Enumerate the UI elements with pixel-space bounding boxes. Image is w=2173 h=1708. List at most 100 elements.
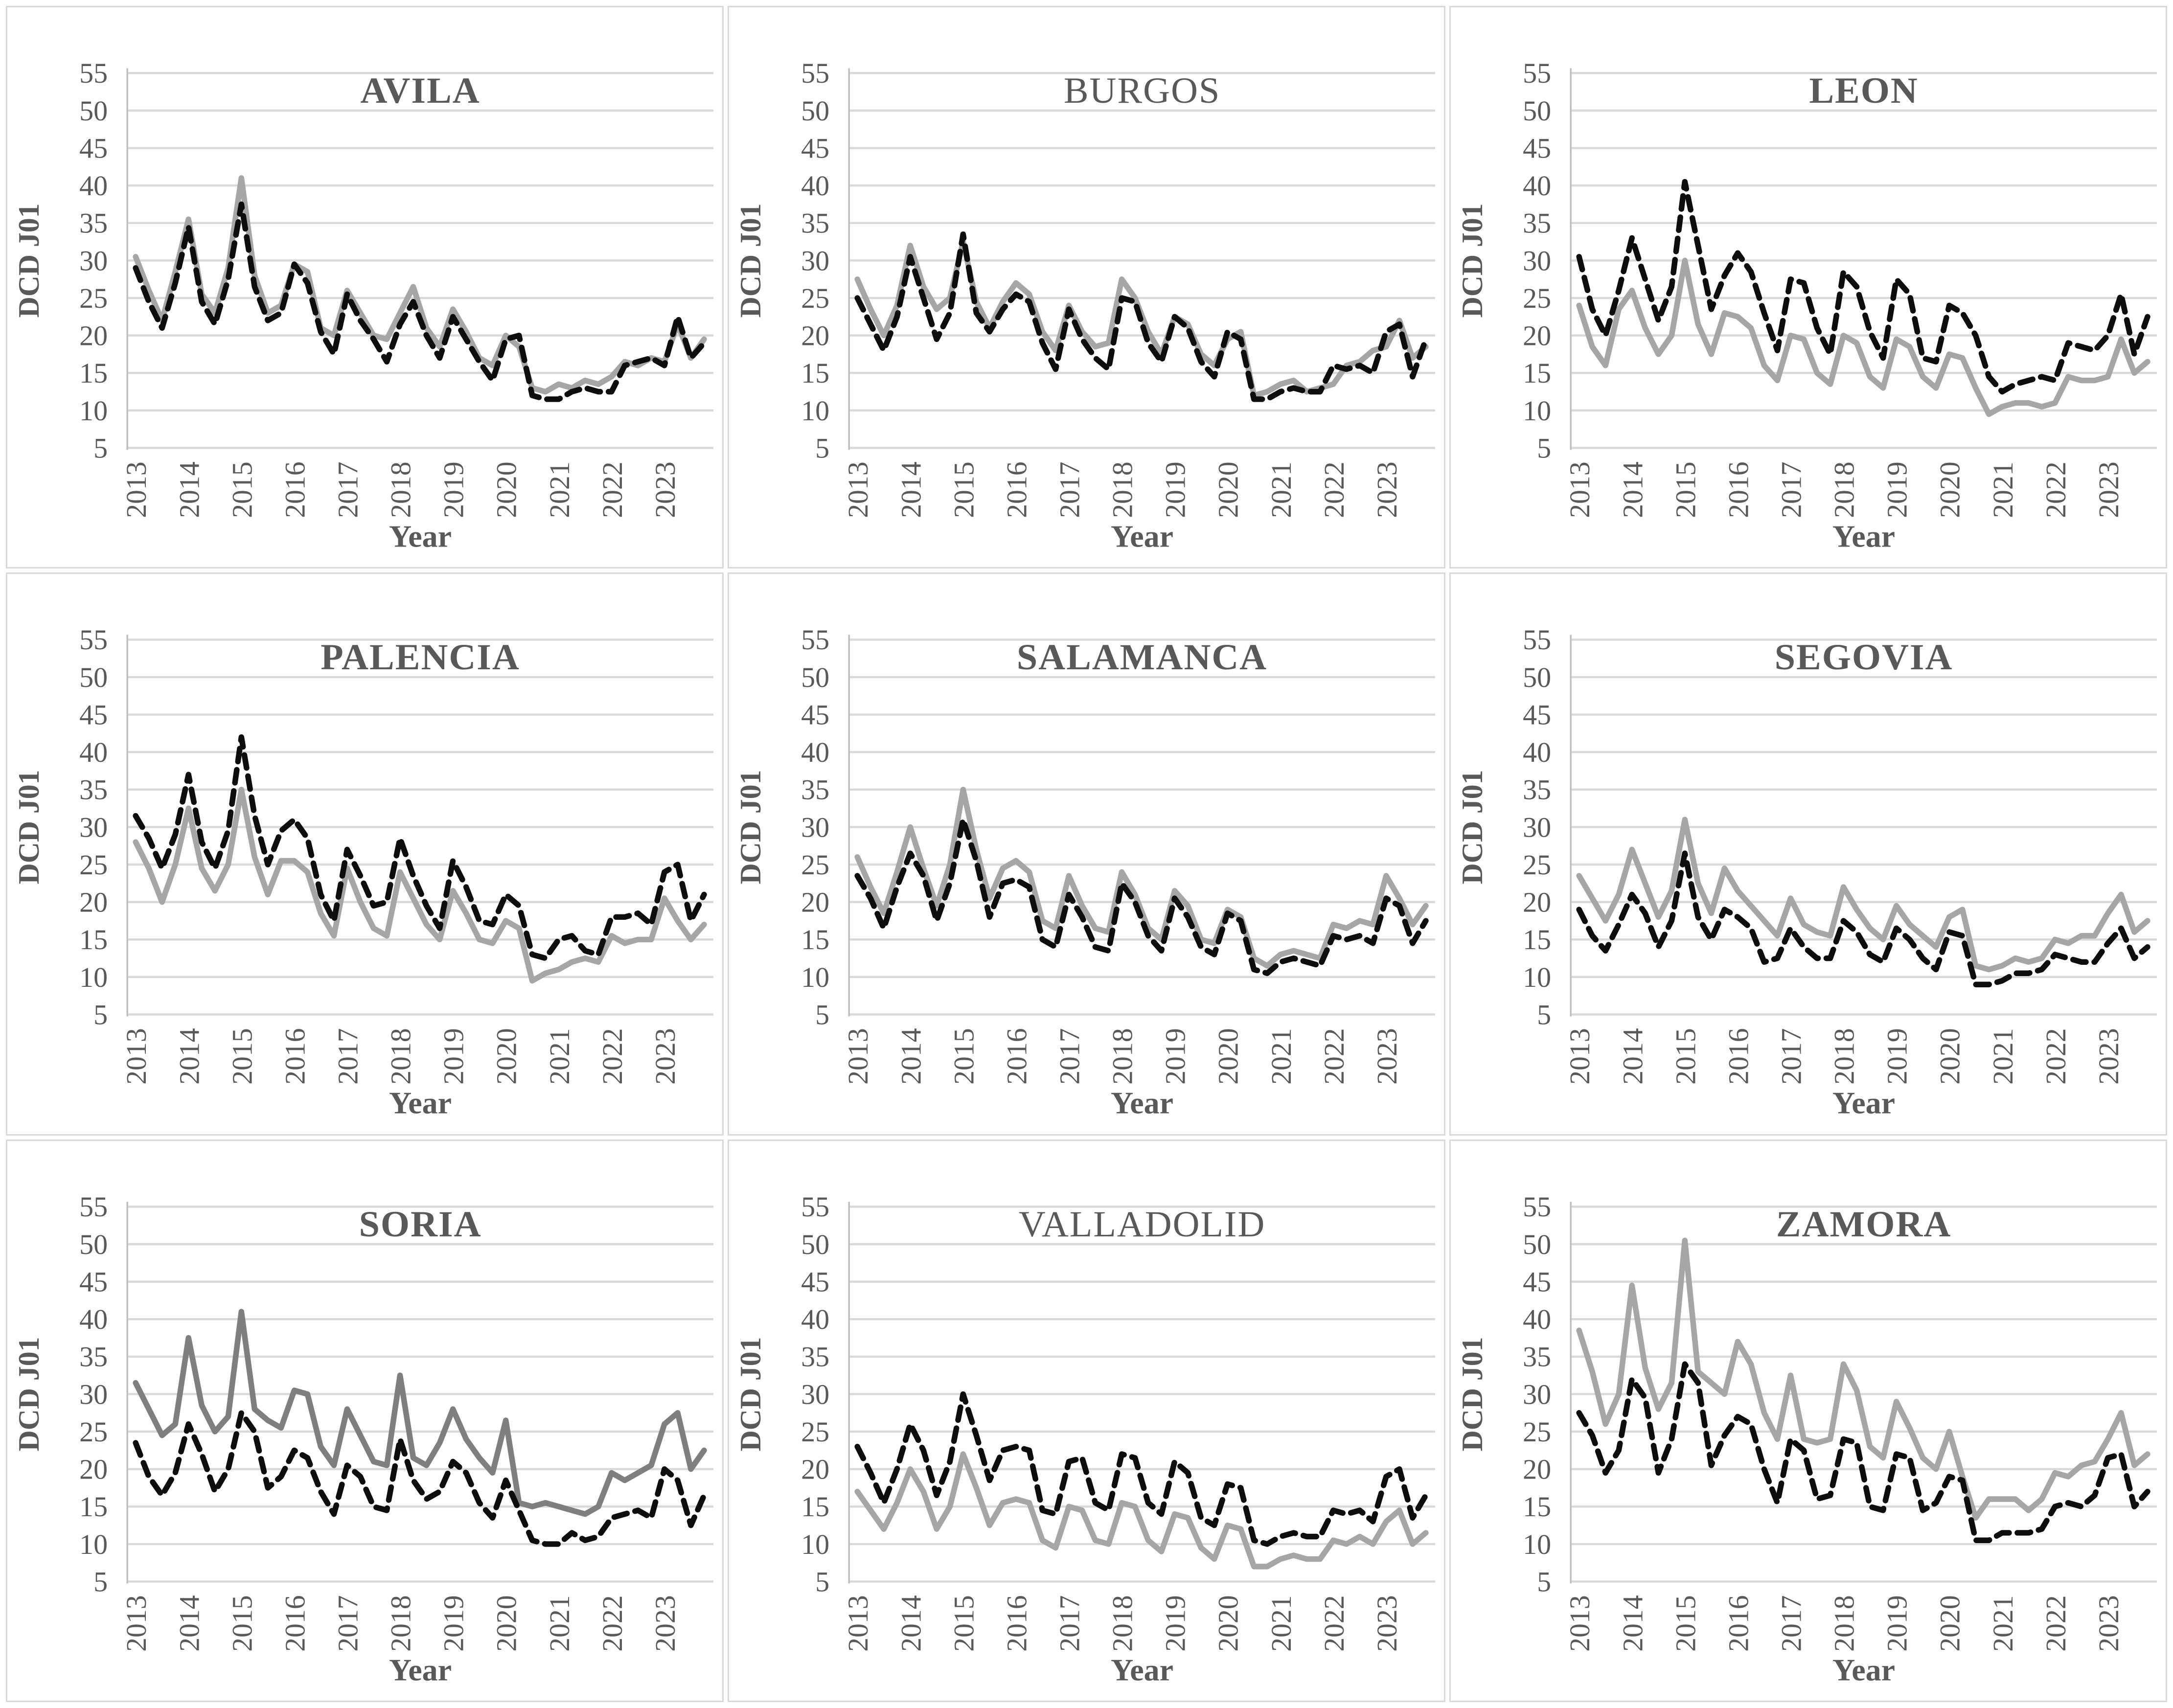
y-tick-label: 45	[801, 133, 829, 164]
y-tick-label: 55	[79, 1191, 108, 1223]
y-tick-label: 10	[79, 1528, 108, 1560]
x-tick-label: 2018	[385, 1595, 416, 1651]
y-tick-label: 20	[801, 320, 829, 352]
x-tick-label: 2020	[491, 1028, 523, 1085]
y-tick-label: 30	[1523, 1378, 1551, 1410]
panel-segovia: 55 50 45 40 35 30 25 20 15 10 5 2013 2014 2015 2016 201…	[1449, 572, 2167, 1136]
y-tick-label: 15	[79, 924, 108, 956]
y-tick-label: 20	[79, 887, 108, 918]
series-dashed-black-line	[1576, 850, 2150, 988]
x-tick-label: 2018	[1828, 1028, 1860, 1085]
x-tick-label: 2021	[1987, 1028, 2019, 1085]
y-tick-label: 10	[1523, 1528, 1551, 1560]
x-tick-label: 2014	[173, 461, 205, 518]
x-tick-label: 2014	[173, 1595, 205, 1651]
y-tick-label: 20	[801, 887, 829, 918]
x-axis-title: Year	[389, 1086, 452, 1120]
y-tick-label: 25	[79, 1416, 108, 1448]
y-tick-label: 25	[79, 282, 108, 314]
chart-title: AVILA	[360, 70, 480, 111]
x-tick-label: 2017	[1775, 1595, 1807, 1651]
x-tick-label: 2023	[1371, 461, 1403, 518]
y-tick-label: 5	[1537, 999, 1551, 1031]
x-tick-label: 2021	[1987, 1595, 2019, 1651]
y-tick-label: 35	[79, 207, 108, 239]
series-dashed-black-line	[1576, 179, 2150, 395]
x-tick-label: 2020	[491, 461, 523, 518]
panel-avila: 55 50 45 40 35 30 25 20 15 10 5 2013 2014 2015 2016 201…	[6, 6, 724, 569]
y-axis-title: DCD J01	[13, 770, 45, 885]
y-tick-label: 25	[1523, 282, 1551, 314]
y-tick-label: 55	[801, 57, 829, 89]
panel-burgos: 55 50 45 40 35 30 25 20 15 10 5 2013 2014 2015 2016 201…	[728, 6, 1445, 569]
y-tick-label: 40	[1523, 737, 1551, 769]
y-tick-label: 10	[1523, 395, 1551, 427]
x-tick-label: 2017	[332, 461, 364, 518]
y-tick-label: 50	[1523, 1229, 1551, 1260]
panel-zamora: 55 50 45 40 35 30 25 20 15 10 5 2013 2014 2015 2016 201…	[1449, 1139, 2167, 1702]
y-tick-label: 10	[79, 395, 108, 427]
y-tick-label: 5	[815, 433, 829, 464]
x-tick-label: 2019	[437, 461, 469, 518]
y-tick-label: 55	[79, 57, 108, 89]
y-axis-title: DCD J01	[734, 1337, 767, 1451]
y-axis-title: DCD J01	[734, 770, 767, 885]
series-dashed-black-line	[1576, 1361, 2150, 1543]
y-tick-label: 15	[79, 1491, 108, 1523]
y-tick-label: 25	[801, 282, 829, 314]
x-tick-label: 2023	[2093, 1028, 2125, 1085]
x-axis-title: Year	[1832, 1086, 1895, 1120]
y-tick-label: 35	[1523, 207, 1551, 239]
series-solid-gray-line	[1576, 257, 2150, 417]
x-axis-title: Year	[1832, 519, 1895, 554]
x-tick-label: 2015	[226, 1595, 258, 1651]
y-tick-label: 40	[1523, 1303, 1551, 1335]
y-tick-label: 50	[79, 661, 108, 693]
series-dashed-black-line	[854, 817, 1429, 977]
y-tick-label: 10	[801, 395, 829, 427]
series-dashed-black-line	[133, 1410, 707, 1547]
x-axis-title: Year	[1111, 519, 1173, 554]
y-tick-label: 5	[93, 1566, 108, 1597]
x-tick-label: 2016	[1001, 1595, 1032, 1651]
x-tick-label: 2017	[1053, 1028, 1085, 1085]
x-tick-label: 2017	[1053, 1595, 1085, 1651]
chart-title: ZAMORA	[1776, 1204, 1951, 1245]
y-axis-title: DCD J01	[1456, 204, 1488, 318]
y-tick-label: 30	[1523, 812, 1551, 843]
y-tick-label: 45	[79, 1266, 108, 1298]
x-tick-label: 2021	[1987, 461, 2019, 518]
x-tick-label: 2019	[1159, 1028, 1191, 1085]
y-tick-label: 15	[801, 924, 829, 956]
x-tick-label: 2013	[842, 1028, 874, 1085]
x-axis-title: Year	[389, 1652, 452, 1687]
x-tick-label: 2014	[1617, 1595, 1648, 1651]
x-tick-label: 2022	[596, 1028, 628, 1085]
series-dashed-black-line	[854, 231, 1429, 402]
y-tick-label: 20	[79, 320, 108, 352]
x-tick-label: 2022	[1318, 1595, 1350, 1651]
series-solid-gray-line	[854, 1451, 1429, 1570]
x-tick-label: 2013	[120, 1595, 152, 1651]
y-tick-label: 5	[815, 1566, 829, 1597]
y-tick-label: 40	[79, 1303, 108, 1335]
y-tick-label: 20	[1523, 1453, 1551, 1485]
y-axis-title: DCD J01	[1456, 1337, 1488, 1451]
y-tick-label: 20	[79, 1453, 108, 1485]
chart-title: PALENCIA	[320, 637, 520, 678]
y-tick-label: 45	[79, 133, 108, 164]
x-tick-label: 2016	[279, 461, 311, 518]
x-tick-label: 2021	[1265, 1028, 1297, 1085]
panel-soria: 55 50 45 40 35 30 25 20 15 10 5 2013 2014 2015 2016 201…	[6, 1139, 724, 1702]
y-tick-label: 35	[79, 774, 108, 806]
y-tick-label: 35	[1523, 774, 1551, 806]
y-tick-label: 45	[801, 1266, 829, 1298]
x-tick-label: 2015	[948, 461, 980, 518]
